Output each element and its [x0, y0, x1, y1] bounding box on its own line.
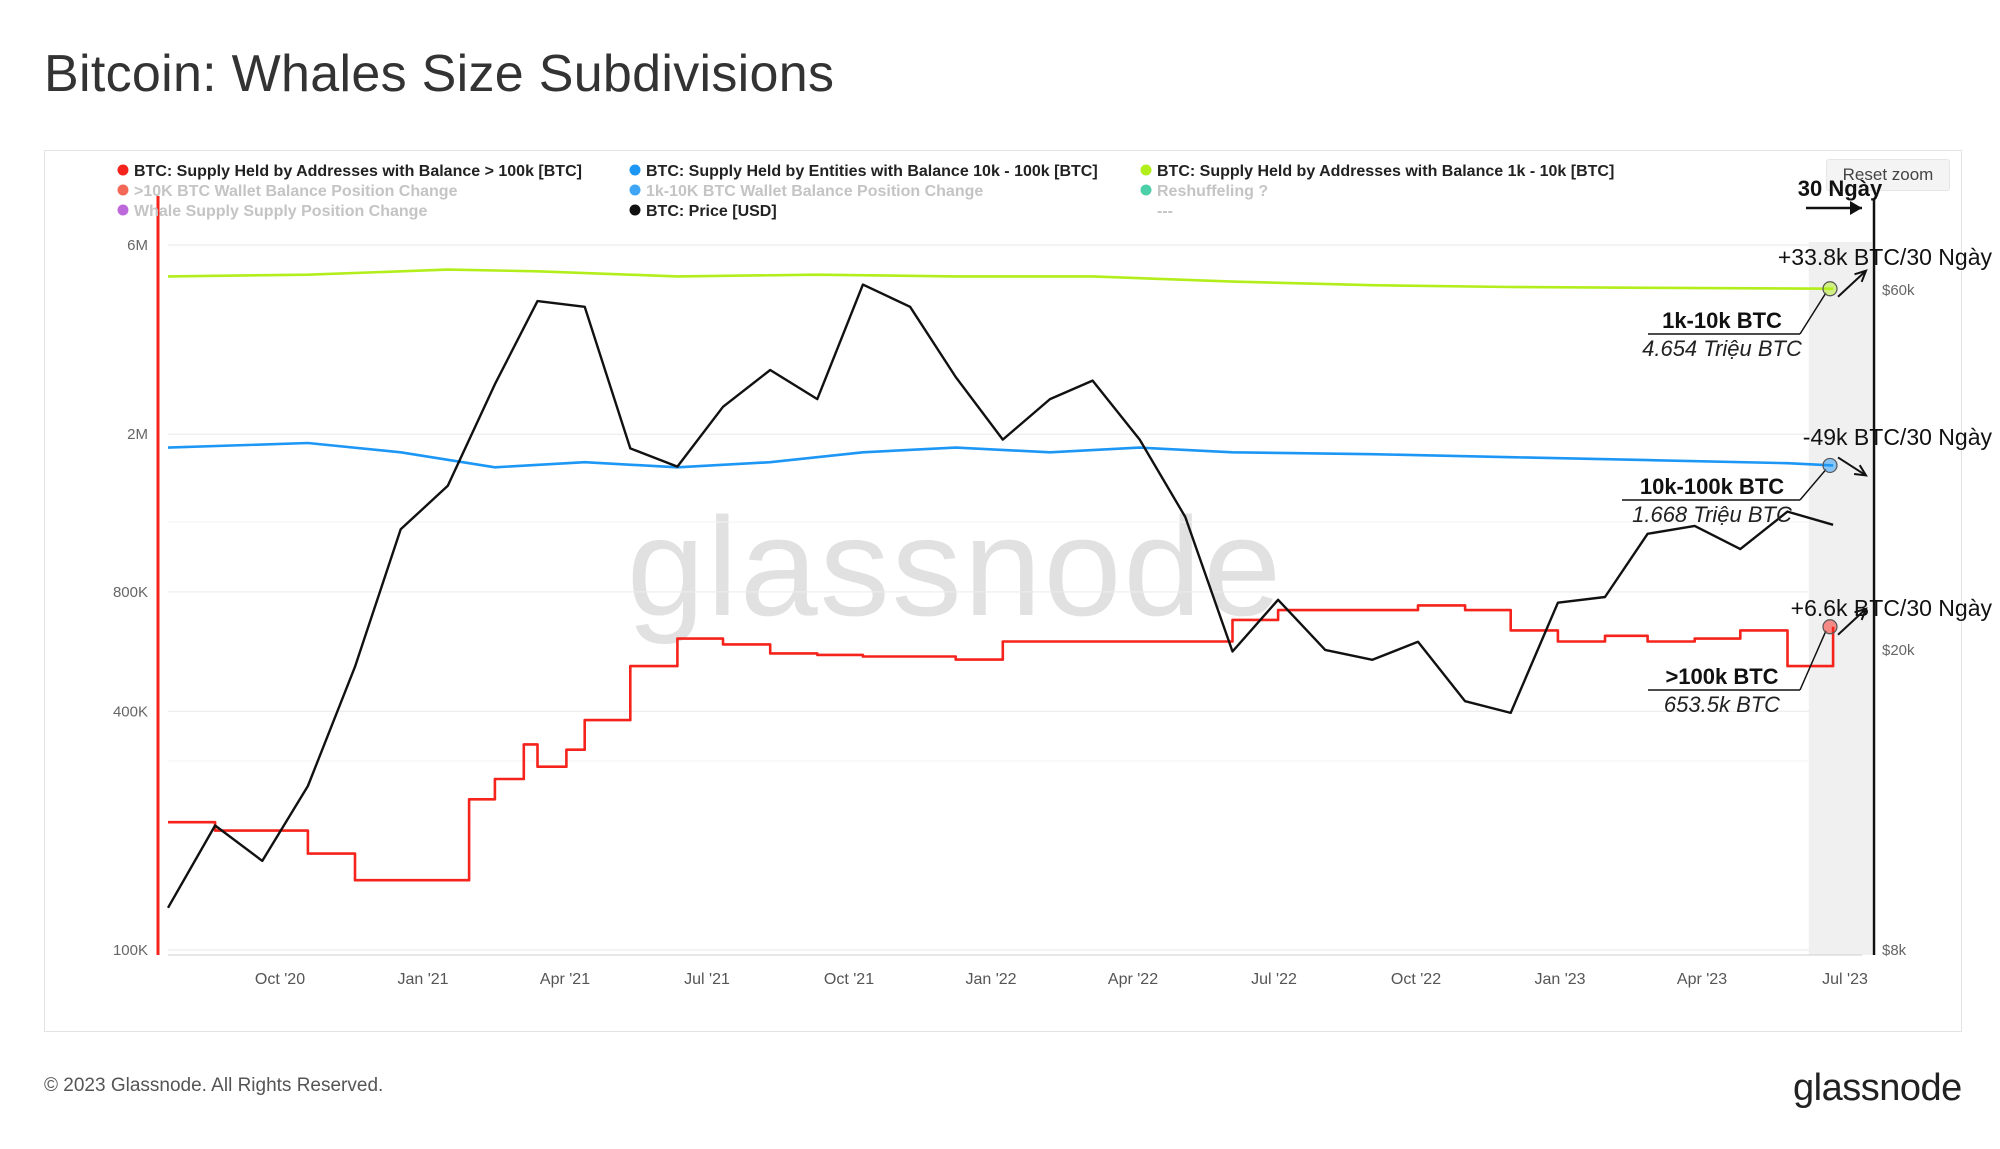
legend-label: BTC: Supply Held by Addresses with Balan…: [134, 163, 582, 180]
x-tick-label: Jan '22: [965, 971, 1016, 988]
annotation: -49k BTC/30 Ngày 10k-100k BTC 1.668 Triệu …: [1622, 424, 1992, 527]
y-right-tick-label: $8k: [1882, 942, 1907, 959]
legend-label: Reshuffeling ?: [1157, 183, 1268, 200]
legend-dot: [629, 204, 641, 216]
x-tick-label: Apr '21: [540, 971, 590, 988]
series-line: [167, 268, 1834, 290]
window-arrow-head: [1850, 201, 1862, 215]
y-right-tick-label: $60k: [1882, 282, 1915, 299]
x-tick-label: Jan '23: [1534, 971, 1585, 988]
legend-label: BTC: Supply Held by Entities with Balanc…: [646, 163, 1098, 180]
legend-label: BTC: Price [USD]: [646, 203, 777, 220]
window-30d-shade: [1808, 242, 1872, 955]
y-left-tick-label: 100K: [113, 942, 148, 959]
page-title: Bitcoin: Whales Size Subdivisions: [44, 45, 835, 103]
legend-item[interactable]: Reshuffeling ?: [1140, 183, 1269, 200]
annotation-value: 4.654 Triệu BTC: [1642, 336, 1802, 361]
legend-dot: [1140, 164, 1152, 176]
annotation-value: 653.5k BTC: [1664, 692, 1780, 717]
legend-item[interactable]: BTC: Supply Held by Addresses with Balan…: [117, 163, 582, 180]
x-tick-label: Oct '21: [824, 971, 874, 988]
legend-item[interactable]: Whale Supply Supply Position Change: [117, 203, 428, 220]
x-tick-label: Apr '23: [1677, 971, 1727, 988]
x-tick-label: Jul '22: [1251, 971, 1297, 988]
annotation-delta: -49k BTC/30 Ngày: [1803, 424, 1993, 450]
annotation-label: 10k-100k BTC: [1640, 474, 1784, 499]
annotation-delta: +6.6k BTC/30 Ngày: [1791, 595, 1993, 621]
x-tick-label: Jul '23: [1822, 971, 1868, 988]
series-line: [166, 283, 1834, 909]
legend-dot: [1140, 184, 1152, 196]
annotation-marker: [1822, 281, 1838, 297]
legend-label: BTC: Supply Held by Addresses with Balan…: [1157, 163, 1614, 180]
annotation: +6.6k BTC/30 Ngày >100k BTC 653.5k BTC: [1648, 595, 1992, 717]
glassnode-logo: glassnode: [1793, 1067, 1962, 1109]
legend-label: 1k-10K BTC Wallet Balance Position Chang…: [646, 183, 983, 200]
legend-label: >10K BTC Wallet Balance Position Change: [134, 183, 458, 200]
annotation-value: 1.668 Triệu BTC: [1632, 502, 1792, 527]
legend-dot: [629, 164, 641, 176]
x-tick-label: Jul '21: [684, 971, 730, 988]
y-left-tick-label: 400K: [113, 703, 148, 720]
annotation-label: >100k BTC: [1665, 664, 1778, 689]
trend-arrow-head: [1854, 607, 1868, 621]
trend-arrow-head: [1854, 269, 1868, 283]
legend-item[interactable]: 1k-10K BTC Wallet Balance Position Chang…: [629, 183, 984, 200]
x-tick-label: Apr '22: [1108, 971, 1158, 988]
x-tick-label: Jan '21: [397, 971, 448, 988]
y-left-tick-label: 2M: [127, 426, 148, 443]
annotation-marker: [1822, 619, 1838, 635]
legend-dot: [629, 184, 641, 196]
annotation-leader: [1799, 292, 1827, 335]
annotation-leader: [1799, 630, 1827, 691]
trend-arrow-head: [1853, 464, 1868, 477]
legend-dot: [117, 204, 129, 216]
legend-label: ---: [1157, 203, 1173, 220]
x-tick-label: Oct '22: [1391, 971, 1441, 988]
series-line: [167, 441, 1834, 469]
y-right-tick-label: $20k: [1882, 642, 1915, 659]
footer-copyright: © 2023 Glassnode. All Rights Reserved.: [44, 1075, 384, 1096]
legend-item[interactable]: BTC: Supply Held by Entities with Balanc…: [629, 163, 1098, 180]
legend-item[interactable]: BTC: Supply Held by Addresses with Balan…: [1140, 163, 1615, 180]
legend-item[interactable]: >10K BTC Wallet Balance Position Change: [117, 183, 458, 200]
watermark: glassnode: [627, 488, 1283, 645]
reset-zoom-button[interactable]: Reset zoom: [1826, 159, 1950, 191]
annotation-delta: +33.8k BTC/30 Ngày: [1778, 244, 1993, 270]
annotation-leader: [1799, 468, 1827, 501]
x-tick-label: Oct '20: [255, 971, 305, 988]
legend-dot: [117, 164, 129, 176]
legend-item[interactable]: ---: [1157, 203, 1173, 220]
legend-label: Whale Supply Supply Position Change: [134, 203, 427, 220]
chart-container: [44, 150, 1962, 1032]
trend-arrow-line: [1837, 608, 1867, 636]
legend-item[interactable]: BTC: Price [USD]: [629, 203, 777, 220]
trend-arrow-line: [1837, 270, 1867, 298]
trend-arrow-line: [1837, 456, 1867, 477]
legend-dot: [117, 184, 129, 196]
annotation-label: 1k-10k BTC: [1662, 308, 1782, 333]
window-label: 30 Ngày: [1798, 176, 1883, 201]
annotation: +33.8k BTC/30 Ngày 1k-10k BTC 4.654 Triệu …: [1642, 244, 1992, 361]
annotation-marker: [1822, 457, 1838, 474]
y-left-tick-label: 6M: [127, 237, 148, 254]
y-left-tick-label: 800K: [113, 584, 148, 601]
series-line: [168, 604, 1835, 882]
